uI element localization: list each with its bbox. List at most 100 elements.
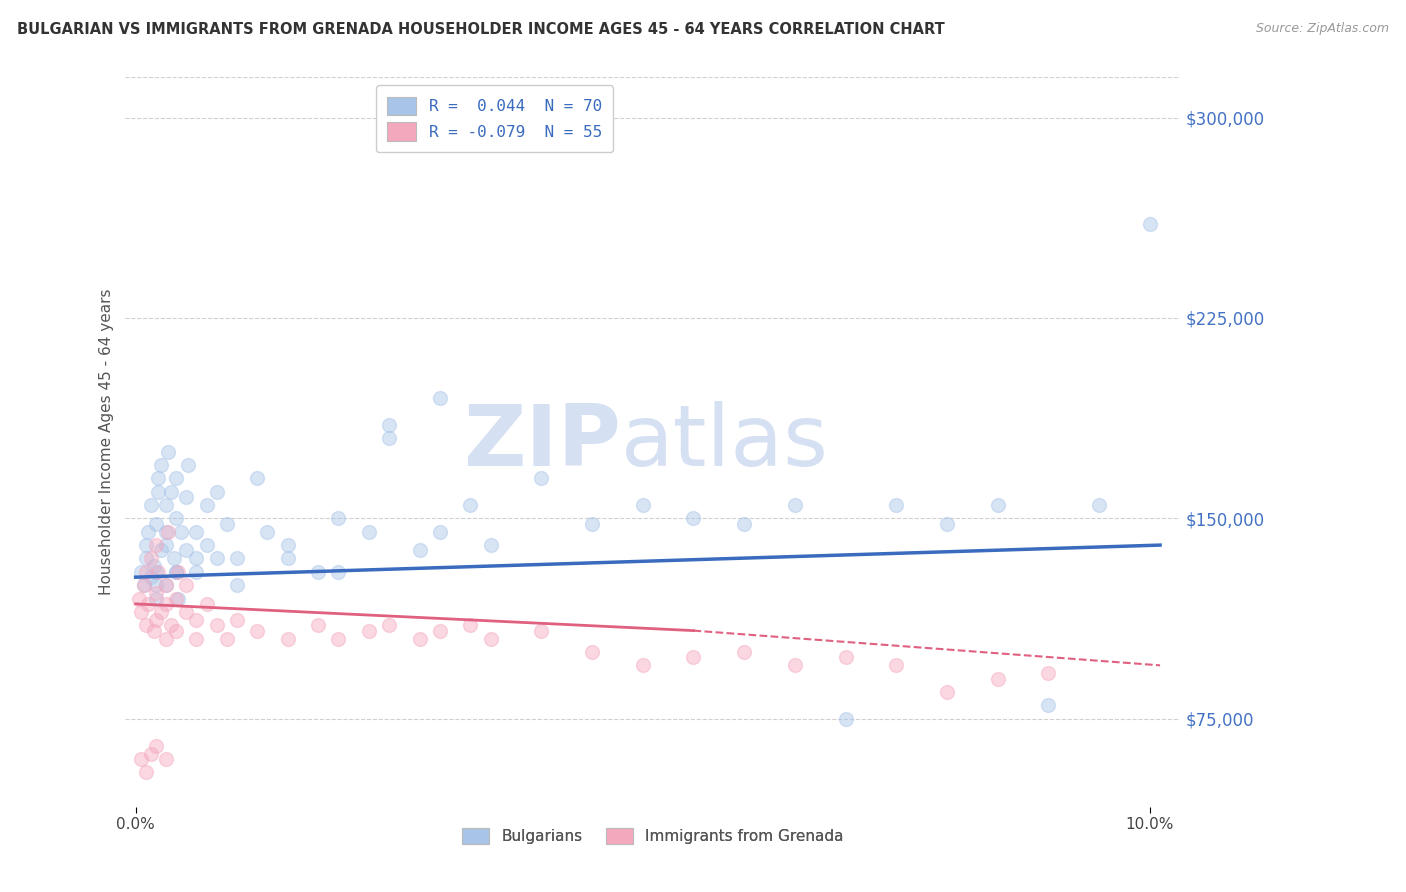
Point [1088, 498, 1111, 512]
Point [155, 538, 177, 552]
Point [429, 391, 451, 405]
Point [139, 747, 162, 761]
Point [176, 543, 198, 558]
Point [783, 658, 806, 673]
Point [139, 570, 162, 584]
Point [733, 645, 755, 659]
Point [277, 632, 299, 646]
Text: atlas: atlas [621, 401, 830, 483]
Point [135, 538, 157, 552]
Point [987, 498, 1010, 512]
Point [987, 672, 1010, 686]
Point [157, 444, 180, 458]
Point [226, 578, 249, 592]
Point [155, 632, 177, 646]
Point [163, 551, 186, 566]
Point [246, 624, 269, 638]
Point [378, 417, 401, 432]
Point [834, 712, 856, 726]
Point [328, 565, 350, 579]
Point [155, 752, 177, 766]
Point [1038, 666, 1060, 681]
Point [277, 551, 299, 566]
Point [142, 624, 165, 638]
Point [139, 498, 162, 512]
Point [145, 516, 167, 531]
Point [136, 524, 159, 539]
Point [146, 565, 169, 579]
Point [834, 650, 856, 665]
Point [160, 618, 183, 632]
Point [378, 431, 401, 445]
Point [135, 551, 157, 566]
Point [170, 524, 193, 539]
Point [177, 458, 200, 472]
Point [581, 516, 603, 531]
Point [142, 559, 165, 574]
Point [155, 498, 177, 512]
Point [145, 565, 167, 579]
Point [129, 565, 152, 579]
Point [145, 613, 167, 627]
Point [460, 498, 482, 512]
Point [1139, 218, 1161, 232]
Point [165, 511, 187, 525]
Point [165, 471, 187, 485]
Point [186, 565, 208, 579]
Point [149, 543, 172, 558]
Point [145, 586, 167, 600]
Point [146, 484, 169, 499]
Point [155, 578, 177, 592]
Point [429, 524, 451, 539]
Point [215, 516, 238, 531]
Point [165, 565, 187, 579]
Point [176, 490, 198, 504]
Point [783, 498, 806, 512]
Point [157, 524, 180, 539]
Point [135, 765, 157, 780]
Text: BULGARIAN VS IMMIGRANTS FROM GRENADA HOUSEHOLDER INCOME AGES 45 - 64 YEARS CORRE: BULGARIAN VS IMMIGRANTS FROM GRENADA HOU… [17, 22, 945, 37]
Point [155, 597, 177, 611]
Point [631, 498, 654, 512]
Point [886, 498, 908, 512]
Point [149, 605, 172, 619]
Point [682, 650, 704, 665]
Point [167, 565, 190, 579]
Point [149, 458, 172, 472]
Point [226, 613, 249, 627]
Point [205, 484, 228, 499]
Text: ZIP: ZIP [464, 401, 621, 483]
Point [139, 551, 162, 566]
Point [146, 471, 169, 485]
Point [256, 524, 278, 539]
Point [129, 605, 152, 619]
Point [429, 624, 451, 638]
Point [328, 632, 350, 646]
Point [246, 471, 269, 485]
Point [160, 484, 183, 499]
Point [165, 624, 187, 638]
Point [176, 578, 198, 592]
Point [307, 565, 329, 579]
Point [176, 605, 198, 619]
Point [135, 618, 157, 632]
Point [733, 516, 755, 531]
Point [145, 739, 167, 753]
Point [195, 498, 218, 512]
Point [195, 597, 218, 611]
Text: Source: ZipAtlas.com: Source: ZipAtlas.com [1256, 22, 1389, 36]
Point [145, 538, 167, 552]
Point [328, 511, 350, 525]
Point [357, 624, 380, 638]
Point [408, 543, 430, 558]
Point [936, 516, 959, 531]
Point [631, 658, 654, 673]
Point [460, 618, 482, 632]
Point [129, 752, 152, 766]
Point [479, 538, 502, 552]
Point [132, 578, 155, 592]
Point [145, 578, 167, 592]
Point [886, 658, 908, 673]
Point [357, 524, 380, 539]
Point [479, 632, 502, 646]
